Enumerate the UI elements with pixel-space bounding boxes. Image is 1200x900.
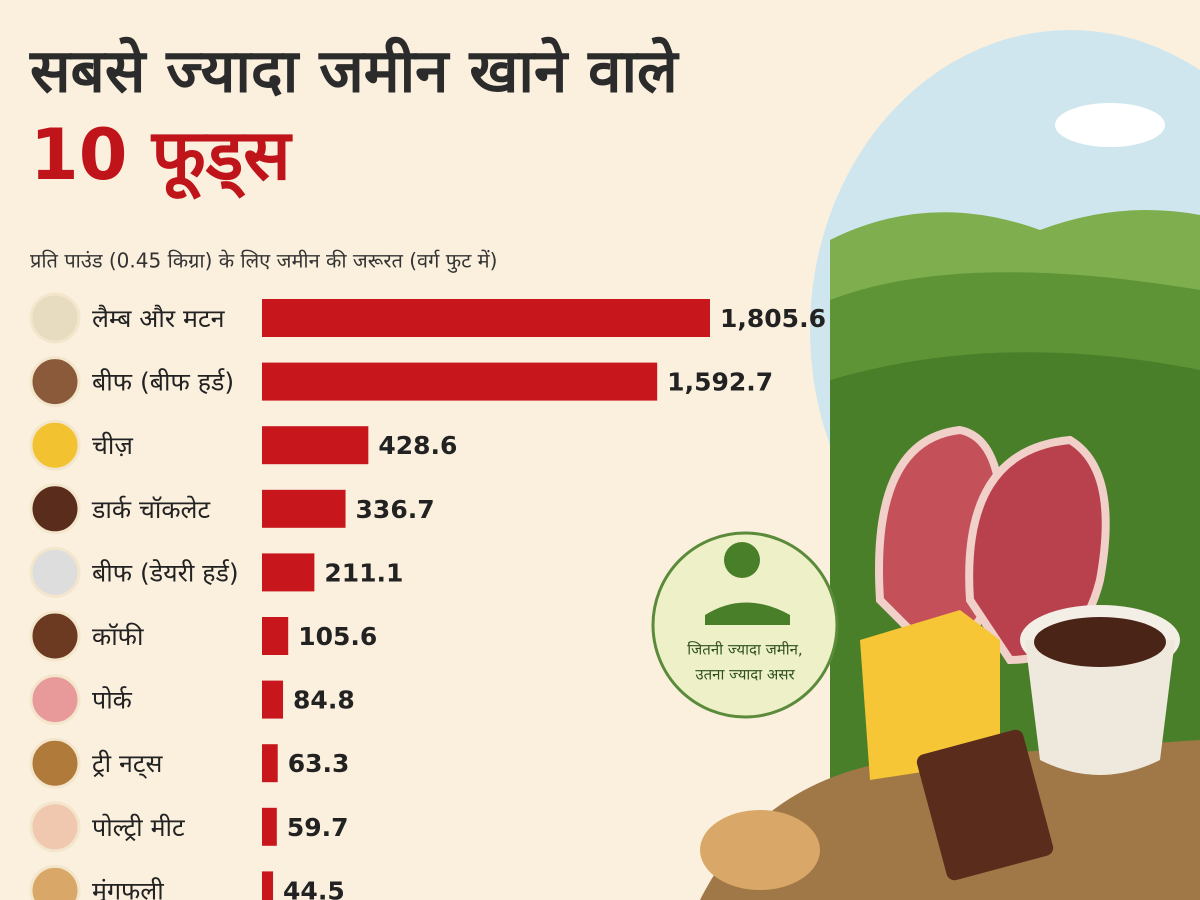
value-label: 211.1 — [324, 558, 403, 587]
bar — [262, 553, 315, 592]
value-label: 336.7 — [356, 495, 435, 524]
annotation: उतना ज्यादा असर — [695, 666, 795, 684]
bar — [262, 680, 284, 719]
icon — [29, 292, 81, 344]
badge-icon — [705, 602, 790, 625]
icon — [29, 419, 81, 471]
coffee — [1034, 617, 1166, 667]
icon — [29, 674, 81, 726]
icon — [29, 610, 81, 662]
value-label: 59.7 — [287, 813, 349, 842]
value-label: 44.5 — [283, 876, 345, 900]
category-label: पोल्ट्री मीट — [92, 813, 185, 842]
value-label: 1,592.7 — [667, 368, 773, 397]
category-label: चीज़ — [92, 431, 133, 460]
badge-icon — [724, 542, 760, 578]
bar — [262, 617, 289, 655]
illustration — [651, 30, 1200, 900]
bar — [262, 426, 369, 465]
icon — [29, 483, 81, 535]
bar — [262, 489, 346, 528]
category-label: बीफ (डेयरी हर्ड) — [92, 558, 239, 587]
category-label: डार्क चॉकलेट — [91, 495, 210, 524]
bar — [262, 299, 710, 337]
category-label: मूंगफली — [92, 876, 164, 900]
subtitle: प्रति पाउंड (0.45 किग्रा) के लिए जमीन की… — [30, 249, 497, 274]
cup — [1025, 640, 1175, 775]
cheese — [860, 610, 1000, 780]
bar — [262, 871, 274, 900]
bar — [262, 744, 278, 783]
icon — [29, 356, 81, 408]
cloud — [1055, 103, 1165, 147]
icon — [29, 801, 81, 853]
icon — [29, 546, 81, 598]
value-label: 428.6 — [378, 431, 457, 460]
category-label: बीफ (बीफ हर्ड) — [92, 368, 234, 397]
icon — [29, 864, 81, 900]
bar — [262, 362, 658, 401]
value-label: 84.8 — [293, 686, 355, 715]
nuts — [700, 810, 820, 890]
title: 10 फूड्स — [30, 114, 293, 200]
category-label: पोर्क — [92, 686, 133, 715]
category-label: लैम्ब और मटन — [92, 304, 226, 333]
bar — [262, 807, 277, 846]
category-label: ट्री नट्स — [92, 749, 163, 779]
title: सबसे ज्यादा जमीन खाने वाले — [29, 37, 680, 107]
value-label: 63.3 — [288, 749, 350, 778]
category-label: कॉफी — [92, 622, 144, 651]
icon — [29, 737, 81, 789]
chocolate — [916, 729, 1054, 881]
annotation: जितनी ज्यादा जमीन, — [687, 641, 802, 659]
value-label: 1,805.6 — [720, 304, 826, 333]
value-label: 105.6 — [298, 622, 377, 651]
